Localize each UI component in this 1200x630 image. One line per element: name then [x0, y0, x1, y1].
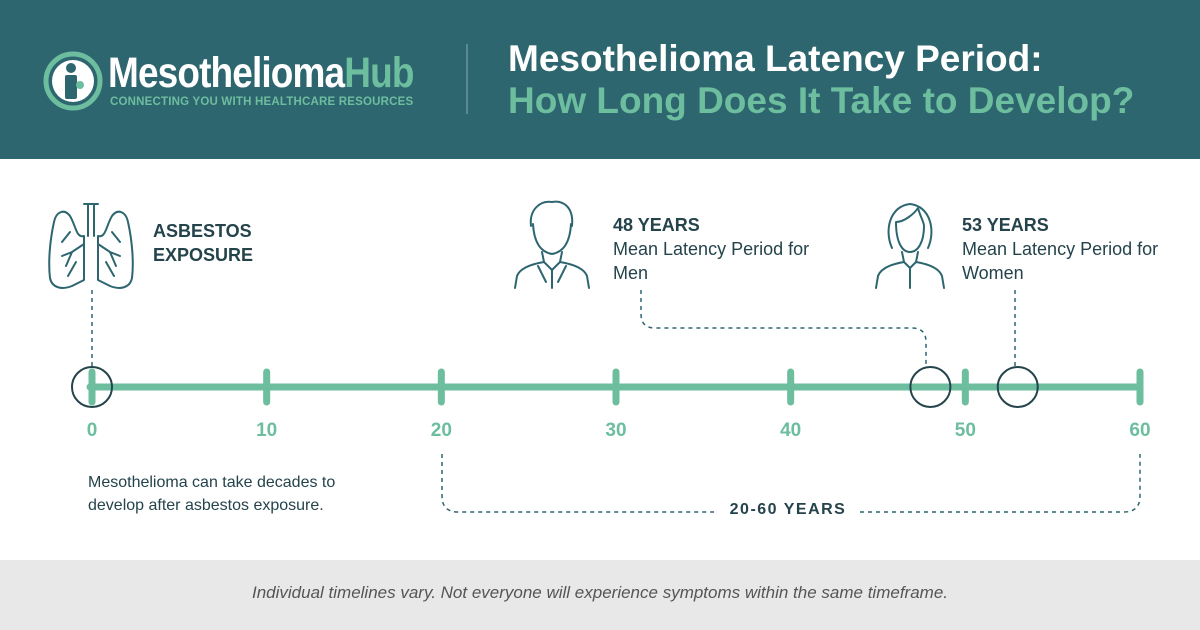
info-person-icon	[43, 51, 103, 111]
span-label: 20-60 YEARS	[718, 501, 858, 519]
tick-label: 30	[605, 420, 627, 441]
tick-label: 50	[954, 420, 976, 441]
man-icon	[514, 200, 590, 289]
header-divider	[466, 44, 468, 114]
tick-label: 40	[780, 420, 802, 441]
tick-label: 10	[256, 420, 278, 441]
men-leader	[640, 290, 927, 366]
footer-bar: Individual timelines vary. Not everyone …	[0, 560, 1200, 630]
lungs-icon	[48, 203, 134, 289]
men-marker	[909, 366, 952, 408]
brand-logo[interactable]: MesotheliomaHub CONNECTING YOU WITH HEAL…	[42, 44, 472, 114]
timeline-graphic	[48, 200, 1144, 513]
women-latency-years: 53 YEARS	[962, 215, 1049, 235]
women-latency-description: Mean Latency Period for Women	[962, 239, 1159, 283]
brand-name-main: Mesothelioma	[108, 49, 345, 97]
span-bracket-right	[860, 454, 1141, 513]
brand-tagline: CONNECTING YOU WITH HEALTHCARE RESOURCES	[110, 96, 414, 108]
men-latency-years: 48 YEARS	[613, 215, 700, 235]
tick-label: 0	[86, 420, 98, 441]
brand-name: MesotheliomaHub	[108, 48, 414, 98]
tick-label: 60	[1129, 420, 1151, 441]
men-latency-description: Mean Latency Period for Men	[613, 239, 810, 283]
tick-label: 20	[430, 420, 452, 441]
latency-note: Mesothelioma can take decades to develop…	[88, 474, 336, 514]
brand-name-accent: Hub	[344, 49, 414, 97]
exposure-marker	[71, 366, 113, 408]
page-title: Mesothelioma Latency Period:	[508, 38, 1043, 79]
span-bracket-left	[441, 454, 714, 513]
page-subtitle: How Long Does It Take to Develop?	[508, 80, 1135, 121]
exposure-label: ASBESTOS EXPOSURE	[153, 221, 254, 265]
footer-disclaimer: Individual timelines vary. Not everyone …	[251, 583, 948, 602]
women-marker	[996, 366, 1039, 408]
header-banner: MesotheliomaHub CONNECTING YOU WITH HEAL…	[0, 0, 1200, 159]
woman-icon	[875, 203, 945, 289]
